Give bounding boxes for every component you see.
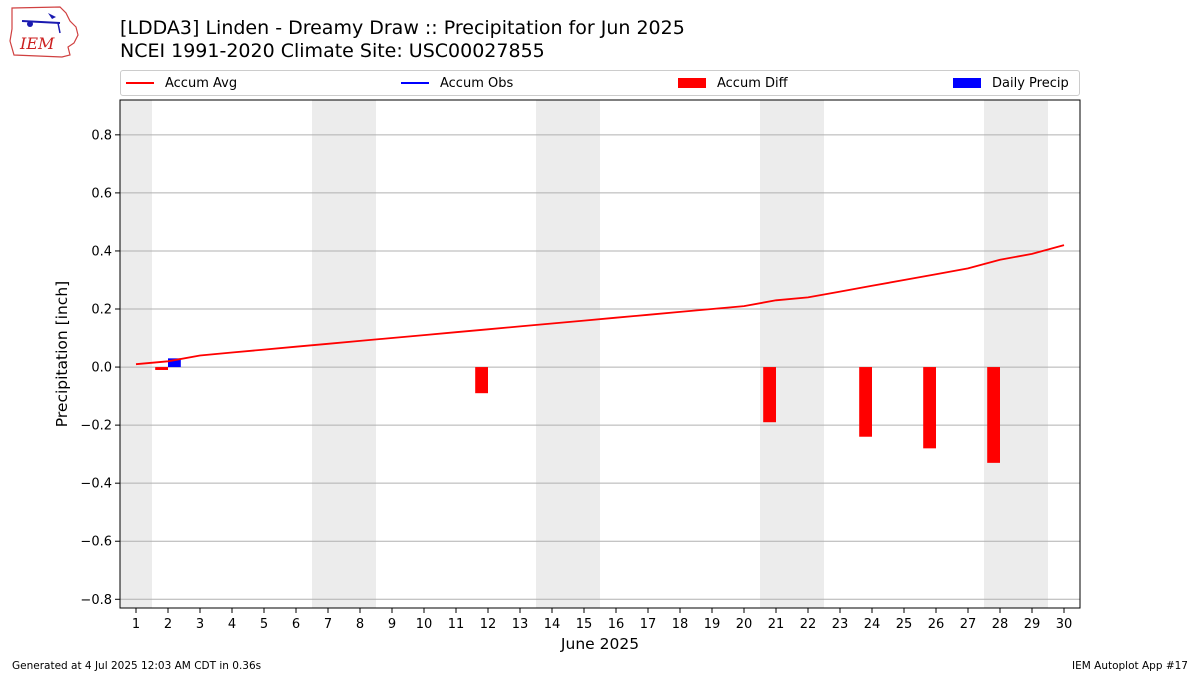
logo-text: IEM — [19, 34, 55, 53]
weekend-shade-day-8 — [344, 100, 376, 608]
x-tick-label: 11 — [448, 617, 465, 632]
y-tick-label: −0.6 — [80, 535, 112, 550]
x-tick-label: 1 — [132, 617, 140, 632]
x-tick-label: 5 — [260, 617, 268, 632]
weekend-shade-day-7 — [312, 100, 344, 608]
accum-diff-bar-day-2 — [155, 367, 168, 370]
x-tick-label: 7 — [324, 617, 332, 632]
chart-title: [LDDA3] Linden - Dreamy Draw :: Precipit… — [120, 17, 685, 39]
accum-diff-bar-day-24 — [859, 367, 872, 437]
legend-label-accum-obs: Accum Obs — [440, 75, 514, 91]
legend-label-accum-avg: Accum Avg — [165, 75, 238, 91]
app-note: IEM Autoplot App #17 — [1072, 660, 1188, 672]
chart-subtitle: NCEI 1991-2020 Climate Site: USC00027855 — [120, 40, 545, 62]
legend-item-accum-avg: Accum Avg — [126, 71, 237, 95]
x-tick-label: 2 — [164, 617, 172, 632]
y-tick-label: −0.8 — [80, 593, 112, 608]
legend-item-accum-obs: Accum Obs — [401, 71, 513, 95]
x-tick-label: 20 — [736, 617, 753, 632]
y-tick-label: 0.8 — [91, 128, 112, 143]
daily-precip-bar-day-2 — [168, 358, 181, 368]
x-tick-label: 25 — [896, 617, 913, 632]
legend-item-daily-precip: Daily Precip — [953, 71, 1069, 95]
accum-avg-line — [135, 244, 1065, 366]
y-tick-label: 0.6 — [91, 186, 112, 201]
weekend-shade-day-21 — [760, 100, 792, 608]
legend-item-accum-diff: Accum Diff — [678, 71, 788, 95]
accum-diff-bar-day-28 — [987, 367, 1000, 463]
x-tick-label: 8 — [356, 617, 364, 632]
iem-logo-graphic: IEM — [9, 6, 79, 58]
x-tick-label: 23 — [832, 617, 849, 632]
x-tick-label: 15 — [576, 617, 593, 632]
weekend-shade-day-1 — [120, 100, 152, 608]
x-tick-label: 9 — [388, 617, 396, 632]
x-tick-label: 21 — [768, 617, 785, 632]
x-tick-label: 30 — [1056, 617, 1073, 632]
y-tick-label: 0.2 — [91, 303, 112, 318]
x-tick-label: 16 — [608, 617, 625, 632]
x-tick-label: 22 — [800, 617, 817, 632]
iem-logo: IEM — [8, 5, 80, 59]
legend-swatch-accum-diff — [678, 78, 706, 88]
x-tick-label: 19 — [704, 617, 721, 632]
x-tick-label: 24 — [864, 617, 881, 632]
x-tick-label: 12 — [480, 617, 497, 632]
legend-label-daily-precip: Daily Precip — [992, 75, 1069, 91]
x-tick-label: 14 — [544, 617, 561, 632]
y-tick-label: −0.2 — [80, 419, 112, 434]
legend-swatch-daily-precip — [953, 78, 981, 88]
x-axis-label: June 2025 — [560, 635, 639, 653]
weekend-shade-day-29 — [1016, 100, 1048, 608]
weekend-shade-day-14 — [536, 100, 568, 608]
weekend-shade-day-15 — [568, 100, 600, 608]
generated-note: Generated at 4 Jul 2025 12:03 AM CDT in … — [12, 660, 262, 672]
y-tick-label: −0.4 — [80, 477, 112, 492]
x-tick-label: 17 — [640, 617, 657, 632]
chart-legend: Accum Avg Accum Obs Accum Diff Daily Pre… — [120, 70, 1080, 96]
y-tick-label: 0.4 — [91, 244, 112, 259]
x-tick-label: 3 — [196, 617, 204, 632]
x-tick-label: 4 — [228, 617, 236, 632]
x-tick-label: 10 — [416, 617, 433, 632]
x-tick-label: 26 — [928, 617, 945, 632]
x-tick-label: 18 — [672, 617, 689, 632]
x-tick-label: 27 — [960, 617, 977, 632]
accum-diff-bar-day-26 — [923, 367, 936, 449]
legend-label-accum-diff: Accum Diff — [717, 75, 788, 91]
x-tick-label: 13 — [512, 617, 529, 632]
legend-swatch-accum-obs — [401, 82, 429, 84]
weekend-shade-day-28 — [984, 100, 1016, 608]
x-tick-label: 6 — [292, 617, 300, 632]
accum-diff-bar-day-21 — [763, 367, 776, 423]
legend-swatch-accum-avg — [126, 82, 154, 84]
x-tick-label: 29 — [1024, 617, 1041, 632]
plot-frame — [119, 99, 1081, 609]
y-axis-label: Precipitation [inch] — [53, 281, 71, 427]
accum-diff-bar-day-12 — [475, 367, 488, 394]
weekend-shade-day-22 — [792, 100, 824, 608]
y-tick-label: 0.0 — [91, 361, 112, 376]
x-tick-label: 28 — [992, 617, 1009, 632]
